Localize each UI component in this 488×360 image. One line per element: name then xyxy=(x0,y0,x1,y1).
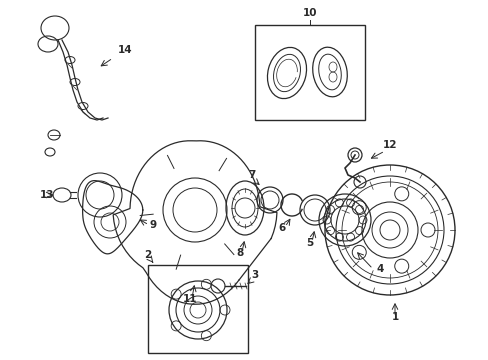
Text: 3: 3 xyxy=(251,270,258,280)
Text: 13: 13 xyxy=(40,190,54,200)
Text: 5: 5 xyxy=(306,238,313,248)
Bar xyxy=(254,25,364,120)
Text: 14: 14 xyxy=(118,45,132,55)
Text: 11: 11 xyxy=(183,294,197,304)
Text: 8: 8 xyxy=(236,248,243,258)
Text: 6: 6 xyxy=(278,223,285,233)
Text: 1: 1 xyxy=(390,312,398,322)
Text: 4: 4 xyxy=(376,264,383,274)
Text: 10: 10 xyxy=(302,8,317,18)
Text: 7: 7 xyxy=(248,170,255,180)
Text: 12: 12 xyxy=(382,140,396,150)
Text: 2: 2 xyxy=(144,250,151,260)
Text: 9: 9 xyxy=(149,220,156,230)
Bar xyxy=(148,265,247,353)
